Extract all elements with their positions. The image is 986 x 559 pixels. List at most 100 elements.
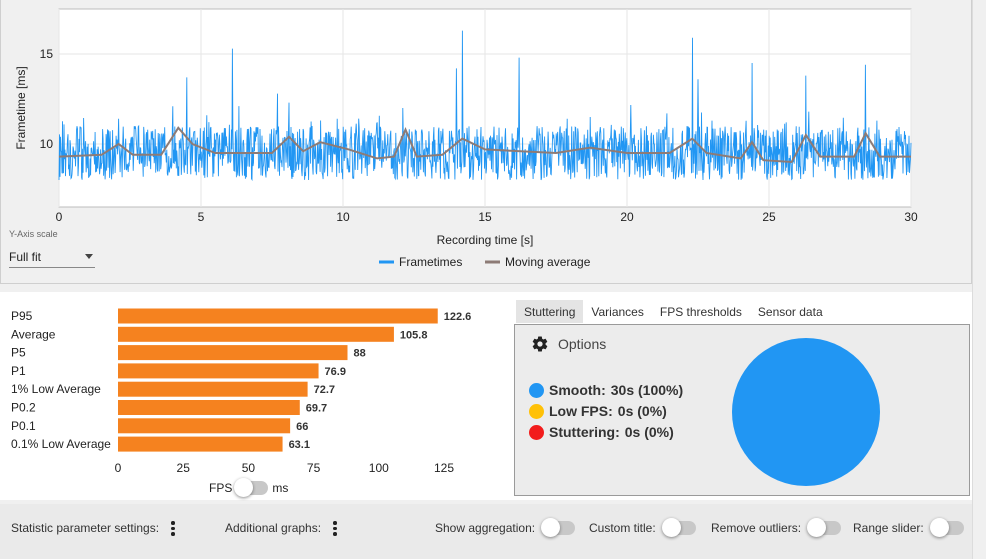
- stuttering-dot-icon: [529, 424, 544, 440]
- low-fps-label: Low FPS:: [549, 403, 613, 419]
- legend-smooth: Smooth: 30s (100%): [529, 382, 683, 398]
- legend-stuttering: Stuttering: 0s (0%): [529, 424, 674, 440]
- settings-footer: Statistic parameter settings: Additional…: [0, 504, 972, 559]
- x-tick-label: 100: [369, 461, 389, 475]
- x-tick-label: 25: [762, 210, 776, 224]
- options-label: Options: [558, 336, 607, 352]
- x-tick-label: 50: [242, 461, 256, 475]
- smooth-value: 30s (100%): [610, 382, 684, 398]
- smooth-label: Smooth:: [549, 382, 606, 398]
- statistics-bar-chart: P95 122.6 Average 105.8 P5 88 P1 76.9 1% Low Ave…: [11, 308, 472, 475]
- bar-value-label: 105.8: [400, 329, 428, 341]
- bar-value-label: 122.6: [444, 311, 472, 323]
- pie-slice-smooth: [732, 338, 880, 486]
- stuttering-content: Options Smooth: 30s (100%) Low FPS: 0s (…: [514, 324, 970, 496]
- bar-category-label: P95: [11, 309, 33, 323]
- x-tick-label: 15: [478, 210, 492, 224]
- tab-stuttering[interactable]: Stuttering: [516, 300, 584, 323]
- switch-knob: [661, 518, 681, 537]
- switch-knob: [929, 518, 949, 537]
- legend-label-moving-average: Moving average: [505, 255, 591, 269]
- additional-graphs: Additional graphs:: [225, 521, 341, 536]
- x-tick-label: 10: [336, 210, 350, 224]
- bar: [118, 400, 300, 415]
- low-fps-value: 0s (0%): [617, 403, 667, 419]
- remove-outliers: Remove outliers:: [711, 518, 842, 537]
- bar: [118, 418, 291, 434]
- more-vert-icon[interactable]: [167, 521, 179, 536]
- bar-category-label: P1: [11, 364, 26, 378]
- switch-knob: [541, 518, 561, 537]
- ms-label: ms: [272, 481, 289, 495]
- stuttering-value: 0s (0%): [624, 424, 674, 440]
- more-vert-icon[interactable]: [329, 521, 341, 536]
- additional-graphs-label: Additional graphs:: [225, 521, 322, 536]
- remove-outliers-switch[interactable]: [807, 518, 842, 537]
- range-slider-label: Range slider:: [853, 521, 924, 535]
- y-axis-scale: Y-Axis scale Full fit: [9, 229, 95, 268]
- tab-variances[interactable]: Variances: [591, 304, 644, 319]
- bar-category-label: 1% Low Average: [11, 382, 101, 396]
- bar: [118, 326, 394, 342]
- fps-ms-toggle: FPS ms: [209, 478, 289, 497]
- frametime-panel: 0 5 10 15 20 25 30 10 15 Recording time [s] Framet…: [0, 0, 972, 284]
- show-aggregation-label: Show aggregation:: [435, 521, 536, 535]
- x-tick-label: 5: [198, 210, 205, 224]
- series-frametimes: [58, 30, 912, 182]
- tab-sensor-data[interactable]: Sensor data: [757, 304, 823, 319]
- bar-category-label: P0.2: [11, 401, 36, 415]
- frametime-chart: 0 5 10 15 20 25 30 10 15 Recording time [s] Framet…: [14, 8, 918, 269]
- bar: [118, 363, 319, 379]
- x-tick-label: 20: [620, 210, 634, 224]
- legend-label-frametimes: Frametimes: [399, 255, 462, 269]
- options-button[interactable]: Options: [531, 335, 606, 353]
- x-tick-label: 0: [115, 461, 122, 475]
- statistic-settings: Statistic parameter settings:: [11, 521, 179, 536]
- custom-title-switch[interactable]: [661, 518, 696, 537]
- bar-category-label: Average: [11, 327, 56, 341]
- low-fps-dot-icon: [529, 403, 544, 419]
- y-axis-scale-dropdown[interactable]: Full fit: [9, 246, 95, 268]
- bar: [118, 308, 438, 324]
- analysis-tabs-panel: Stuttering Variances FPS thresholds Sens…: [500, 292, 972, 500]
- range-slider: Range slider:: [853, 518, 964, 537]
- show-aggregation-switch[interactable]: [541, 518, 576, 537]
- bar-value-label: 76.9: [325, 366, 346, 378]
- y-tick-label: 15: [40, 47, 54, 61]
- remove-outliers-label: Remove outliers:: [711, 521, 802, 535]
- range-slider-switch[interactable]: [929, 518, 964, 537]
- bar-category-label: P5: [11, 346, 26, 360]
- y-axis-title: Frametime [ms]: [14, 66, 28, 149]
- gear-icon: [532, 336, 548, 352]
- x-tick-label: 0: [56, 210, 63, 224]
- switch-knob: [807, 518, 827, 537]
- scrollbar[interactable]: [972, 0, 986, 559]
- bar-value-label: 69.7: [306, 403, 327, 415]
- unit-switch[interactable]: [234, 478, 269, 497]
- x-tick-label: 125: [434, 461, 454, 475]
- statistics-panel: P95 122.6 Average 105.8 P5 88 P1 76.9 1% Low Ave…: [0, 292, 500, 500]
- y-axis-scale-label: Y-Axis scale: [9, 229, 58, 239]
- statistic-settings-label: Statistic parameter settings:: [11, 521, 160, 536]
- tab-fps-thresholds[interactable]: FPS thresholds: [659, 304, 742, 319]
- x-tick-label: 25: [177, 461, 191, 475]
- custom-title-label: Custom title:: [589, 521, 656, 535]
- series-moving-average: [58, 126, 911, 164]
- legend-low-fps: Low FPS: 0s (0%): [529, 403, 667, 419]
- bar-category-label: 0.1% Low Average: [11, 437, 111, 451]
- stuttering-pie-chart: [732, 338, 880, 486]
- bar-value-label: 63.1: [289, 439, 310, 451]
- bar: [118, 345, 348, 361]
- x-tick-label: 30: [904, 210, 918, 224]
- bar-value-label: 72.7: [314, 384, 335, 396]
- y-axis-scale-value: Full fit: [9, 249, 42, 264]
- x-tick-label: 75: [307, 461, 321, 475]
- fps-label: FPS: [209, 481, 233, 495]
- show-aggregation: Show aggregation:: [435, 518, 576, 537]
- y-tick-label: 10: [40, 137, 54, 151]
- bar: [118, 381, 308, 397]
- bar-category-label: P0.1: [11, 419, 36, 433]
- tab-bar: Stuttering Variances FPS thresholds Sens…: [516, 300, 831, 323]
- bar-value-label: 66: [296, 421, 308, 433]
- bar: [118, 436, 283, 452]
